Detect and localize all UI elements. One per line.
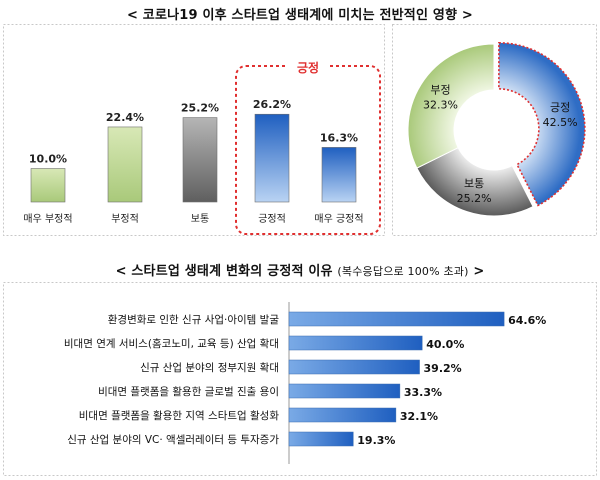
bar-value-label: 39.2% (424, 362, 462, 375)
bar (288, 359, 420, 375)
positive-group-label: 긍정 (297, 60, 319, 75)
bar-category-label: 환경변화로 인한 신규 사업·아이템 발굴 (108, 313, 280, 326)
bar-category-label: 비대면 플랫폼을 활용한 글로벌 진출 용이 (98, 385, 279, 398)
bar-value-label: 25.2% (181, 102, 219, 115)
bar-value-label: 40.0% (426, 338, 464, 351)
bar-category-label: 비대면 연계 서비스(홈코노미, 교육 등) 산업 확대 (64, 337, 279, 350)
bar (288, 311, 505, 327)
bar (30, 168, 66, 203)
donut-slice-value: 25.2% (457, 192, 492, 205)
bar-category-label: 매우 부정적 (23, 213, 72, 225)
bar-category-label: 보통 (191, 213, 209, 225)
reasons-bar-chart: 환경변화로 인한 신규 사업·아이템 발굴 64.6% 비대면 연계 서비스(홈코노… (3, 282, 597, 476)
bar-category-label: 매우 긍정적 (314, 213, 363, 225)
bar (288, 335, 423, 351)
donut-slice-label: 긍정 (550, 101, 570, 114)
bar-value-label: 32.1% (400, 410, 438, 423)
bar-category-label: 비대면 플랫폼을 활용한 지역 스타트업 활성화 (79, 409, 280, 422)
bar-value-label: 64.6% (508, 314, 546, 327)
bottom-chart-title-note: (복수응답으로 100% 초과) (337, 265, 469, 278)
bottom-chart-title-main: < 스타트업 생태계 변화의 긍정적 이유 (115, 264, 333, 279)
positive-group-label-bg (286, 59, 330, 75)
bar-value-label: 19.3% (357, 434, 395, 447)
bar-value-label: 10.0% (29, 153, 67, 166)
donut-slice (498, 42, 586, 207)
donut-slice-value: 42.5% (543, 116, 578, 129)
sentiment-donut-chart: 긍정 42.5% 보통 25.2% 부정 32.3% (392, 24, 597, 236)
bar (182, 117, 218, 203)
bar (288, 383, 401, 399)
reasons-chart-frame (3, 282, 597, 476)
donut-slice-label: 보통 (464, 177, 484, 190)
donut-slice (407, 43, 495, 169)
bar-value-label: 22.4% (106, 111, 144, 124)
bar-value-label: 33.3% (404, 386, 442, 399)
bar (288, 407, 397, 423)
bar-value-label: 16.3% (320, 131, 358, 144)
bar-category-label: 신규 산업 분야의 정부지원 확대 (140, 361, 279, 374)
bottom-chart-title: < 스타트업 생태계 변화의 긍정적 이유 (복수응답으로 100% 초과) > (0, 260, 600, 279)
bar-category-label: 신규 산업 분야의 VC· 액셀러레이터 등 투자증가 (67, 433, 279, 446)
bottom-chart-title-close: > (473, 264, 485, 279)
bar (288, 431, 354, 447)
bar (254, 113, 290, 203)
bar (321, 147, 357, 203)
bar-value-label: 26.2% (253, 98, 291, 111)
sentiment-bar-chart: 긍정 10.0% 매우 부정적 22.4% 부정적 25.2% 보통 26.2% 긍정적 16.… (3, 24, 385, 236)
bar-category-label: 긍정적 (258, 213, 286, 225)
top-chart-title: < 코로나19 이후 스타트업 생태계에 미치는 전반적인 영향 > (126, 8, 473, 23)
donut-slice-label: 부정 (430, 84, 450, 97)
donut-slice (416, 147, 534, 217)
bar-category-label: 부정적 (111, 213, 139, 225)
bar (107, 126, 143, 203)
donut-slice-value: 32.3% (423, 99, 458, 112)
